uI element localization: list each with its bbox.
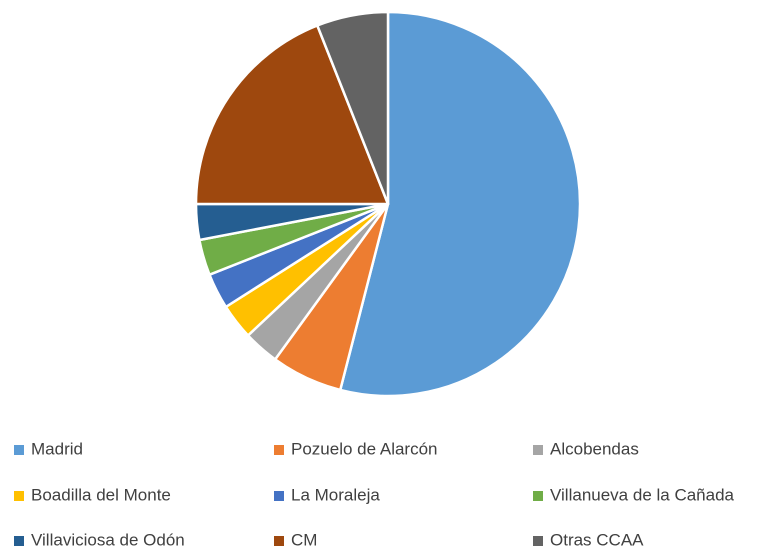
legend-swatch: [14, 445, 24, 455]
legend-swatch: [14, 491, 24, 501]
legend-label: Alcobendas: [550, 439, 639, 458]
legend-label: Boadilla del Monte: [31, 485, 171, 504]
legend-swatch: [274, 491, 284, 501]
pie-slice: [316, 10, 390, 206]
legend-label: CM: [291, 530, 317, 549]
legend-swatch: [533, 491, 543, 501]
legend-label: Villanueva de la Cañada: [550, 485, 735, 504]
legend-swatch: [14, 536, 24, 546]
legend-swatch: [533, 445, 543, 455]
legend-label: Villaviciosa de Odón: [31, 530, 185, 549]
pie-slice: [339, 10, 582, 398]
legend-swatch: [533, 536, 543, 546]
legend-swatch: [274, 445, 284, 455]
legend-label: Otras CCAA: [550, 530, 644, 549]
legend-label: Madrid: [31, 439, 83, 458]
legend-swatch: [274, 536, 284, 546]
legend-label: Pozuelo de Alarcón: [291, 439, 438, 458]
pie-slice: [194, 24, 390, 206]
legend-label: La Moraleja: [291, 485, 380, 504]
